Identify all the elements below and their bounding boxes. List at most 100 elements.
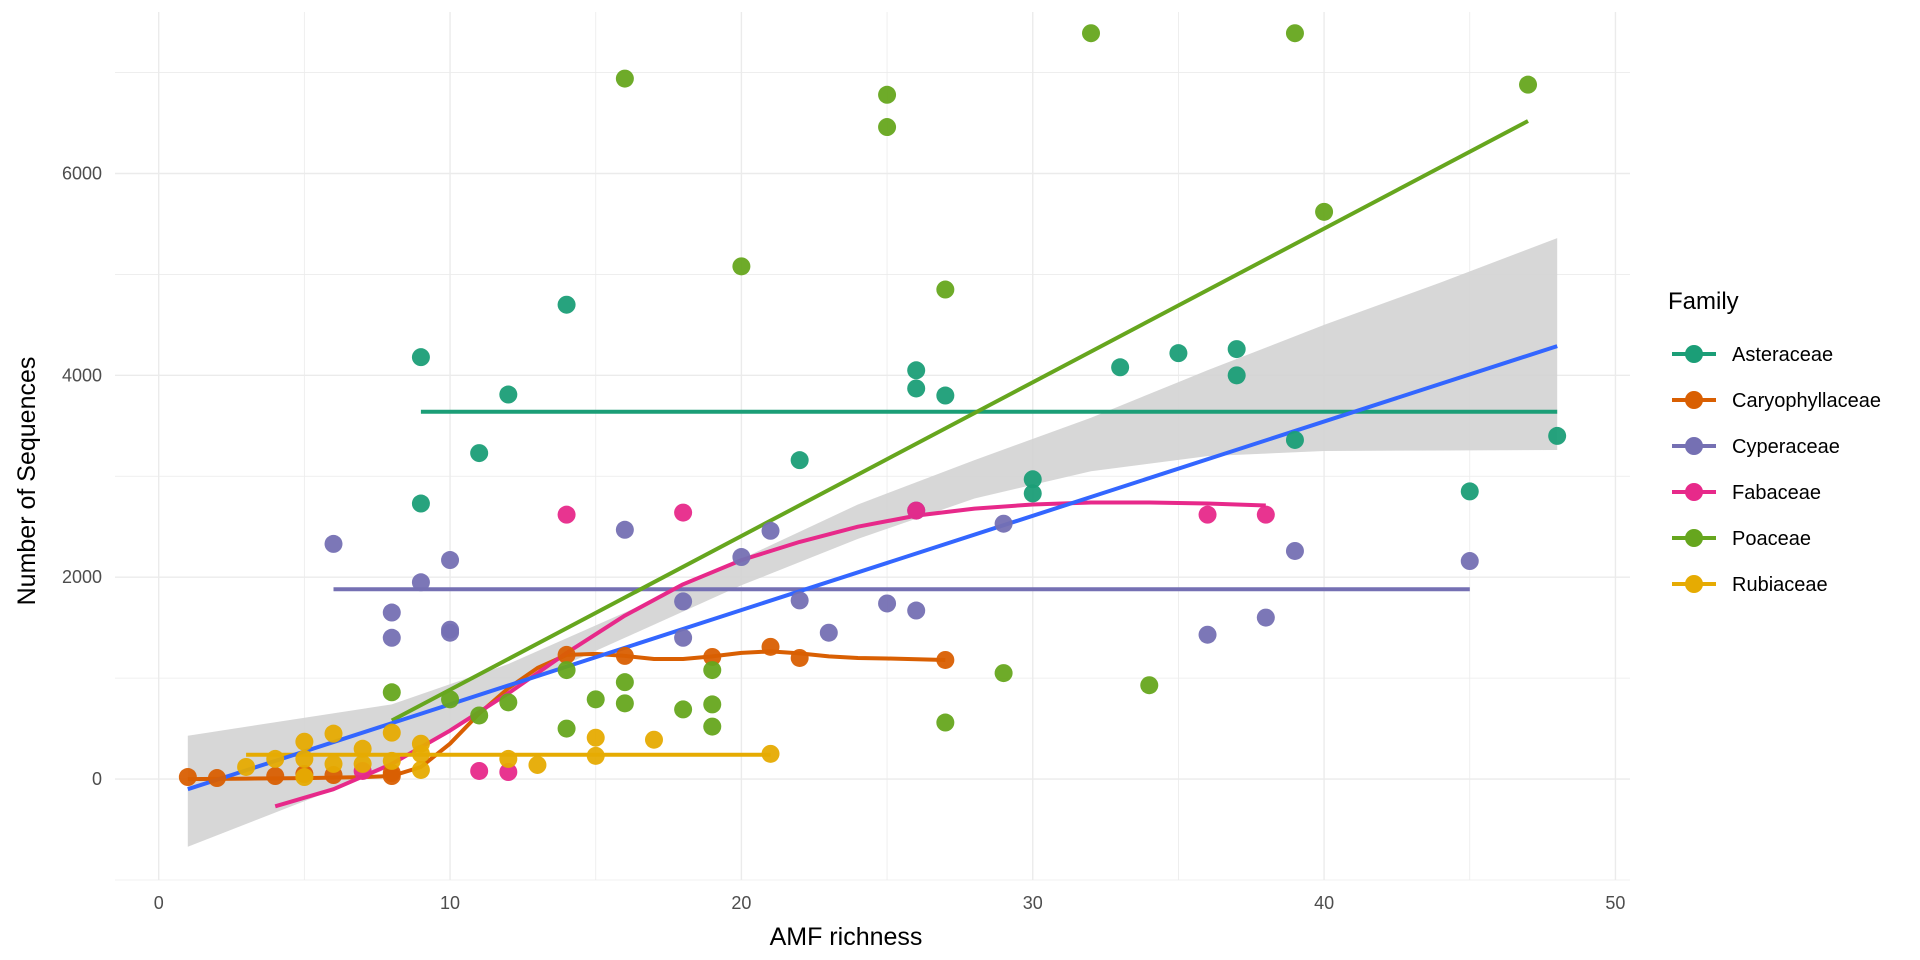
point-poaceae — [557, 719, 576, 738]
point-rubiaceae — [528, 755, 547, 774]
point-asteraceae — [1111, 358, 1130, 377]
point-asteraceae — [411, 494, 430, 513]
point-cyperaceae — [382, 603, 401, 622]
point-rubiaceae — [353, 754, 372, 773]
point-caryophyllaceae — [178, 768, 197, 787]
point-poaceae — [936, 280, 955, 299]
point-caryophyllaceae — [207, 769, 226, 788]
legend-label-caryophyllaceae: Caryophyllaceae — [1732, 390, 1881, 412]
y-tick-label: 6000 — [62, 163, 102, 183]
point-rubiaceae — [382, 751, 401, 770]
point-rubiaceae — [353, 739, 372, 758]
y-tick-label: 4000 — [62, 365, 102, 385]
point-poaceae — [703, 717, 722, 736]
point-cyperaceae — [907, 601, 926, 620]
confidence-band — [187, 238, 1558, 847]
legend-label-poaceae: Poaceae — [1732, 528, 1811, 550]
x-axis-title: AMF richness — [770, 923, 923, 951]
point-poaceae — [732, 257, 751, 276]
point-asteraceae — [1460, 482, 1479, 501]
point-rubiaceae — [644, 730, 663, 749]
x-tick-label: 0 — [154, 893, 164, 913]
legend-key-point-rubiaceae — [1685, 575, 1703, 593]
point-poaceae — [1285, 24, 1304, 43]
point-asteraceae — [1548, 426, 1567, 445]
point-poaceae — [470, 706, 489, 725]
point-cyperaceae — [819, 623, 838, 642]
legend-label-rubiaceae: Rubiaceae — [1732, 574, 1828, 596]
point-asteraceae — [470, 444, 489, 463]
fit-line-poaceae — [390, 119, 1529, 723]
point-cyperaceae — [1256, 608, 1275, 627]
point-poaceae — [878, 85, 897, 104]
x-tick-label: 10 — [440, 893, 460, 913]
point-asteraceae — [907, 361, 926, 380]
legend-label-fabaceae: Fabaceae — [1732, 482, 1821, 504]
point-caryophyllaceae — [266, 767, 285, 786]
point-poaceae — [703, 695, 722, 714]
point-rubiaceae — [586, 746, 605, 765]
point-poaceae — [994, 664, 1013, 683]
point-cyperaceae — [1460, 552, 1479, 571]
point-asteraceae — [1227, 366, 1246, 385]
point-poaceae — [674, 700, 693, 719]
point-cyperaceae — [732, 548, 751, 567]
point-rubiaceae — [382, 723, 401, 742]
point-fabaceae — [470, 761, 489, 780]
point-caryophyllaceae — [761, 637, 780, 656]
point-poaceae — [615, 673, 634, 692]
point-rubiaceae — [411, 744, 430, 763]
point-cyperaceae — [994, 514, 1013, 533]
point-cyperaceae — [790, 591, 809, 610]
point-caryophyllaceae — [790, 648, 809, 667]
point-cyperaceae — [382, 628, 401, 647]
legend-key-point-poaceae — [1685, 529, 1703, 547]
point-cyperaceae — [441, 551, 460, 570]
point-rubiaceae — [324, 724, 343, 743]
point-fabaceae — [1256, 505, 1275, 524]
point-cyperaceae — [1285, 541, 1304, 560]
legend: Family Asteraceae Caryophyllaceae Cyperace… — [1668, 288, 1881, 596]
overall-fit-confidence-band — [187, 238, 1558, 847]
x-tick-label: 40 — [1314, 893, 1334, 913]
point-cyperaceae — [411, 573, 430, 592]
point-fabaceae — [907, 501, 926, 520]
point-asteraceae — [557, 295, 576, 314]
point-rubiaceae — [237, 757, 256, 776]
point-poaceae — [703, 661, 722, 680]
legend-title: Family — [1668, 288, 1739, 315]
x-tick-label: 20 — [731, 893, 751, 913]
point-poaceae — [441, 690, 460, 709]
point-cyperaceae — [615, 520, 634, 539]
point-rubiaceae — [411, 760, 430, 779]
point-caryophyllaceae — [936, 650, 955, 669]
point-fabaceae — [1198, 505, 1217, 524]
legend-key-point-cyperaceae — [1685, 437, 1703, 455]
point-caryophyllaceae — [703, 647, 722, 666]
point-cyperaceae — [674, 592, 693, 611]
point-rubiaceae — [266, 749, 285, 768]
point-rubiaceae — [295, 732, 314, 751]
point-rubiaceae — [295, 749, 314, 768]
point-poaceae — [1082, 24, 1101, 43]
point-fabaceae — [557, 505, 576, 524]
point-asteraceae — [1169, 344, 1188, 363]
point-cyperaceae — [1198, 625, 1217, 644]
point-asteraceae — [411, 348, 430, 367]
point-poaceae — [878, 118, 897, 137]
y-tick-labels: 0 2000 4000 6000 — [62, 163, 102, 789]
point-cyperaceae — [674, 628, 693, 647]
fit-line-caryophyllaceae — [187, 649, 946, 782]
point-rubiaceae — [586, 728, 605, 747]
point-poaceae — [1140, 676, 1159, 695]
point-poaceae — [382, 683, 401, 702]
point-asteraceae — [1023, 484, 1042, 503]
x-tick-label: 30 — [1023, 893, 1043, 913]
point-asteraceae — [499, 385, 518, 404]
point-asteraceae — [936, 386, 955, 405]
point-poaceae — [557, 661, 576, 680]
legend-key-point-caryophyllaceae — [1685, 391, 1703, 409]
point-asteraceae — [1227, 340, 1246, 359]
overall-fit-line — [187, 344, 1558, 792]
